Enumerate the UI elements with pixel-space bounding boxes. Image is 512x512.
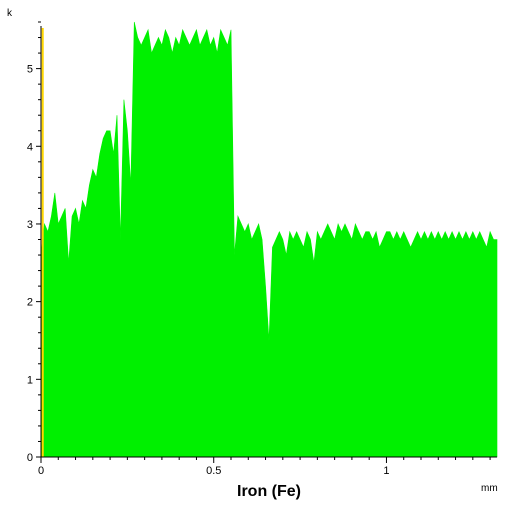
y-tick-label: 5 [27, 64, 33, 76]
y-tick-label: 0 [27, 452, 33, 464]
x-tick-label: 0 [38, 465, 44, 477]
y-tick-label: 1 [27, 374, 33, 386]
plot-area [40, 21, 498, 458]
axes: 0 1 2 3 4 5 0 0.5 1 [27, 21, 497, 477]
x-unit-label: mm [481, 483, 498, 494]
y-tick-label: 3 [27, 219, 33, 231]
series-area [40, 21, 498, 458]
x-tick-label: 1 [383, 465, 389, 477]
x-axis-title: Iron (Fe) [237, 483, 301, 500]
y-unit-label: k [7, 8, 13, 19]
x-tick-label: 0.5 [206, 465, 221, 477]
y-tick-label: 2 [27, 297, 33, 309]
y-tick-label: 4 [27, 141, 33, 153]
